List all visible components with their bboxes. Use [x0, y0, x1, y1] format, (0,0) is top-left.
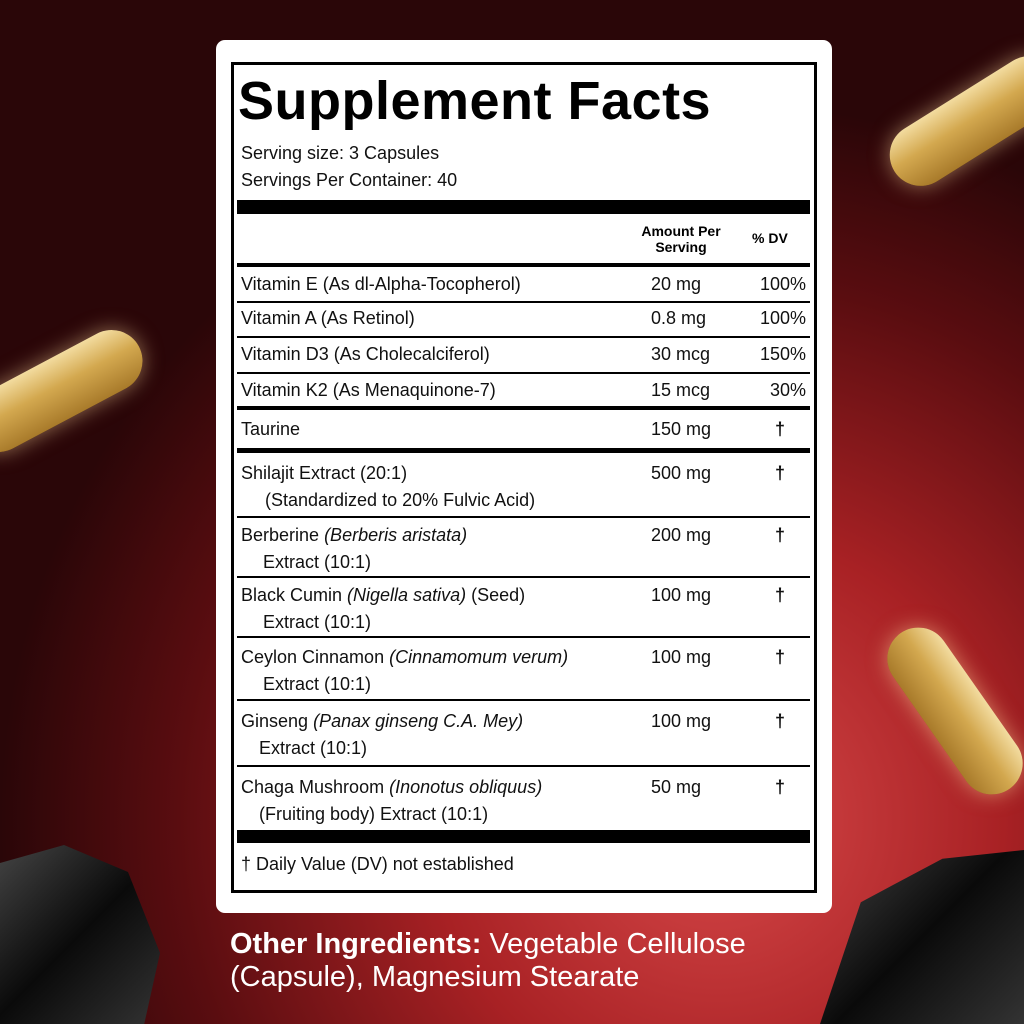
ingredient-latin: (Berberis aristata)	[324, 525, 468, 545]
rule	[237, 372, 810, 374]
footnote: † Daily Value (DV) not established	[241, 854, 514, 874]
rule	[237, 636, 810, 638]
other-text: Vegetable Cellulose (Capsule), Magnesium…	[230, 928, 746, 993]
capsule	[0, 319, 154, 463]
dv-header: % DV	[752, 230, 788, 246]
amount: 100 mg	[651, 711, 712, 731]
rule	[237, 699, 810, 701]
ingredient-detail: Extract (10:1)	[259, 738, 368, 758]
amount: 100 mg	[651, 585, 712, 605]
amount: 15 mcg	[651, 380, 711, 400]
amount: 100 mg	[651, 647, 712, 667]
rule	[237, 830, 810, 843]
amount: 0.8 mg	[651, 308, 707, 328]
ingredient-name: Black Cumin (Nigella sativa) (Seed)	[241, 584, 525, 606]
ingredient-detail: (Standardized to 20% Fulvic Acid)	[265, 490, 536, 510]
rule	[237, 576, 810, 578]
ingredient-name: Vitamin K2 (As Menaquinone-7)	[241, 379, 496, 401]
rule	[237, 406, 810, 410]
ingredient-name: Vitamin K2 (As Menaquinone-7)	[241, 380, 496, 400]
daily-value: †	[774, 647, 785, 667]
ingredient-detail: Extract (10:1)	[263, 674, 372, 694]
ingredient-name: Taurine	[241, 419, 301, 439]
daily-value: 150%	[759, 344, 806, 364]
facts-frame	[231, 62, 817, 893]
ingredient-name: Taurine	[241, 418, 300, 440]
ingredient-name: Chaga Mushroom	[241, 777, 385, 797]
rule	[237, 448, 810, 453]
rule	[237, 301, 810, 303]
ingredient-name: Vitamin D3 (As Cholecalciferol)	[241, 344, 490, 364]
ingredient-name: Ceylon Cinnamon (Cinnamomum verum)	[241, 646, 568, 668]
capsule	[878, 44, 1024, 198]
rule	[237, 516, 810, 518]
other-ingredients: Other Ingredients: Vegetable Cellulose (…	[230, 928, 810, 994]
ingredient-name: Ginseng (Panax ginseng C.A. Mey)	[241, 710, 523, 732]
ingredient-name: Berberine	[241, 525, 320, 545]
ingredient-name: Vitamin A (As Retinol)	[241, 308, 415, 328]
ingredient-part: (Seed)	[471, 585, 526, 605]
ingredient-latin: (Panax ginseng C.A. Mey)	[313, 711, 524, 731]
ingredient-detail: Extract (10:1)	[263, 612, 372, 632]
ingredient-name: Vitamin A (As Retinol)	[241, 307, 415, 329]
ingredient-latin: (Cinnamomum verum)	[389, 647, 569, 667]
amount-header: Amount Per Serving	[641, 223, 721, 255]
ingredient-name: Vitamin D3 (As Cholecalciferol)	[241, 343, 490, 365]
ingredient-name: Shilajit Extract (20:1)	[241, 463, 408, 483]
daily-value: 30%	[769, 380, 806, 400]
daily-value: †	[774, 463, 785, 483]
amount: 50 mg	[651, 777, 702, 797]
daily-value: †	[774, 525, 785, 545]
other-heading: Other Ingredients:	[230, 928, 482, 960]
ingredient-name: Vitamin E (As dl-Alpha-Tocopherol)	[241, 274, 521, 294]
title: Supplement Facts	[238, 71, 712, 131]
rule	[237, 765, 810, 767]
rock	[0, 845, 160, 1024]
amount: 30 mcg	[651, 344, 711, 364]
rock	[820, 850, 1024, 1024]
amount: 150 mg	[651, 419, 712, 439]
daily-value: †	[774, 585, 785, 605]
ingredient-latin: (Nigella sativa)	[347, 585, 467, 605]
facts-card: Supplement Facts Serving size: 3 Capsule…	[216, 40, 832, 913]
ingredient-name: Black Cumin	[241, 585, 343, 605]
ingredient-latin: (Inonotus obliquus)	[389, 777, 543, 797]
serving-size: Serving size: 3 Capsules	[241, 143, 440, 163]
capsule	[875, 615, 1024, 807]
ingredient-detail: (Fruiting body) Extract (10:1)	[259, 804, 489, 824]
ingredient-name: Berberine (Berberis aristata)	[241, 524, 467, 546]
ingredient-name: Chaga Mushroom (Inonotus obliquus)	[241, 776, 542, 798]
daily-value: †	[774, 711, 785, 731]
daily-value: 100%	[759, 274, 806, 294]
ingredient-name: Ginseng	[241, 711, 309, 731]
rule	[237, 336, 810, 338]
daily-value: †	[774, 419, 785, 439]
amount: 20 mg	[651, 274, 702, 294]
ingredient-detail: Extract (10:1)	[263, 552, 372, 572]
servings-per-container: Servings Per Container: 40	[241, 170, 458, 190]
ingredient-name: Ceylon Cinnamon	[241, 647, 385, 667]
rule	[237, 200, 810, 214]
ingredient-name: Shilajit Extract (20:1)	[241, 462, 407, 484]
ingredient-name: Vitamin E (As dl-Alpha-Tocopherol)	[241, 273, 521, 295]
rule	[237, 263, 810, 267]
daily-value: 100%	[759, 308, 806, 328]
amount: 200 mg	[651, 525, 712, 545]
amount: 500 mg	[651, 463, 712, 483]
daily-value: †	[774, 777, 785, 797]
